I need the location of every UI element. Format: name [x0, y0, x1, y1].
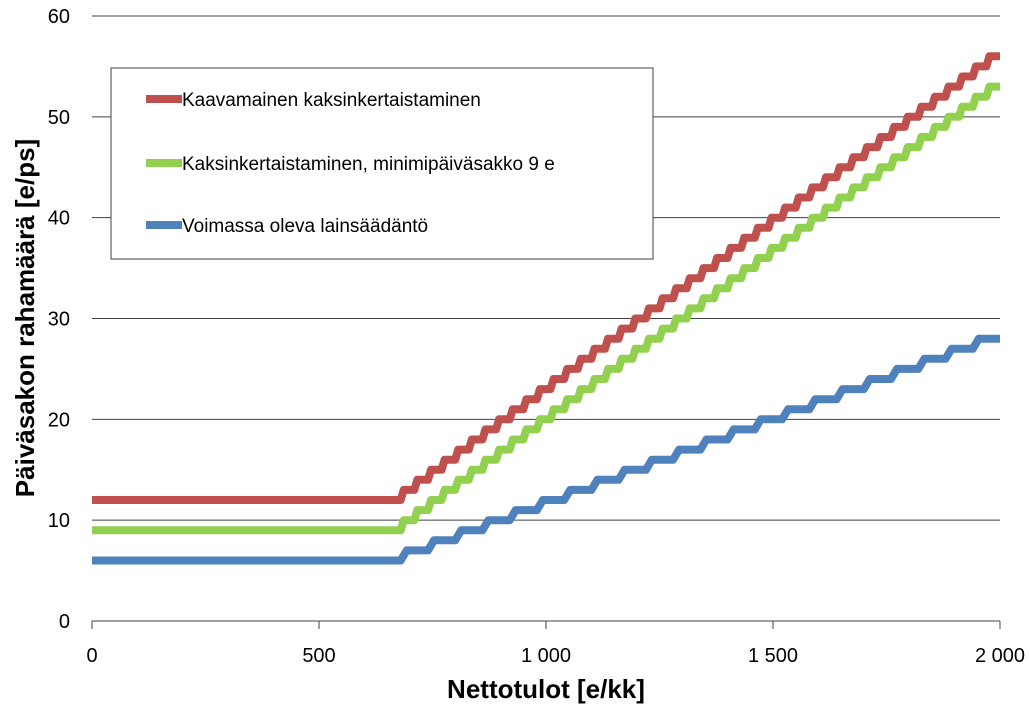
x-tick-label: 0 [86, 645, 97, 667]
x-axis-title: Nettotulot [e/kk] [447, 674, 645, 704]
legend-box [110, 67, 654, 260]
series-lines [92, 52, 1000, 565]
x-tick-label: 1 500 [748, 645, 798, 667]
axes: 0 10 20 30 40 50 60 0 500 1 000 1 500 2 000 [48, 6, 1025, 667]
y-tick-label: 30 [48, 309, 70, 331]
series-line [92, 334, 1000, 565]
y-tick-label: 20 [48, 409, 70, 431]
legend-label: Kaavamainen kaksinkertaistaminen [182, 90, 481, 111]
y-tick-label: 40 [48, 208, 70, 230]
y-axis-title: Päiväsakon rahamäärä [e/ps] [10, 139, 40, 497]
x-tick-label: 2 000 [975, 645, 1025, 667]
series-line [92, 52, 1000, 504]
x-tick-label: 1 000 [521, 645, 571, 667]
y-tick-label: 60 [48, 6, 70, 28]
y-tick-label: 10 [48, 510, 70, 532]
y-tick-label: 0 [59, 611, 70, 633]
series-line [92, 82, 1000, 535]
y-tick-label: 50 [48, 107, 70, 129]
legend: Kaavamainen kaksinkertaistaminen Kaksinke… [110, 67, 654, 260]
legend-label: Kaksinkertaistaminen, minimipäiväsakko 9… [182, 154, 555, 175]
legend-label: Voimassa oleva lainsäädäntö [182, 216, 428, 237]
x-tick-label: 500 [302, 645, 335, 667]
